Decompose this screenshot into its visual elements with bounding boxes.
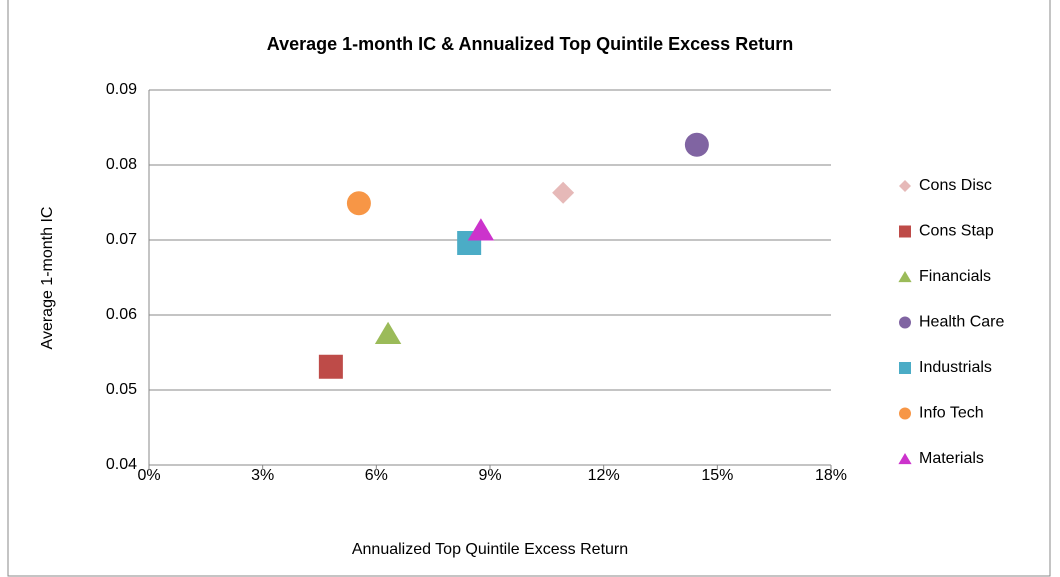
legend-label: Health Care bbox=[919, 314, 1004, 331]
legend-label: Info Tech bbox=[919, 405, 984, 422]
legend-marker bbox=[898, 271, 912, 283]
x-tick-label: 3% bbox=[251, 467, 274, 484]
x-tick-label: 9% bbox=[478, 467, 501, 484]
y-tick-label: 0.06 bbox=[106, 306, 137, 323]
legend-label: Industrials bbox=[919, 359, 992, 376]
legend-marker bbox=[899, 407, 911, 420]
legend-label: Cons Disc bbox=[919, 177, 992, 194]
x-tick-label: 0% bbox=[137, 467, 160, 484]
legend-marker bbox=[899, 316, 911, 329]
x-axis-label: Annualized Top Quintile Excess Return bbox=[352, 541, 628, 558]
legend-marker bbox=[899, 180, 911, 192]
x-tick-label: 18% bbox=[815, 467, 847, 484]
legend-label: Financials bbox=[919, 268, 991, 285]
point bbox=[552, 181, 575, 204]
chart-border bbox=[7, 0, 1051, 577]
point bbox=[346, 191, 371, 216]
y-axis-label: Average 1-month IC bbox=[39, 207, 56, 350]
y-tick-label: 0.08 bbox=[106, 156, 137, 173]
x-tick-label: 15% bbox=[701, 467, 733, 484]
chart-title: Average 1-month IC & Annualized Top Quin… bbox=[267, 34, 793, 54]
legend-marker bbox=[898, 453, 912, 465]
point bbox=[318, 354, 343, 379]
legend-marker bbox=[899, 362, 911, 374]
legend-marker bbox=[899, 225, 911, 238]
legend-label: Cons Stap bbox=[919, 223, 994, 240]
y-tick-label: 0.07 bbox=[106, 231, 137, 248]
point bbox=[374, 321, 402, 344]
y-tick-label: 0.09 bbox=[106, 81, 137, 98]
y-tick-label: 0.05 bbox=[106, 381, 137, 398]
x-tick-label: 6% bbox=[365, 467, 388, 484]
point bbox=[467, 218, 495, 241]
legend-label: Materials bbox=[919, 450, 984, 467]
point bbox=[684, 132, 709, 157]
y-tick-label: 0.04 bbox=[106, 456, 137, 473]
x-tick-label: 12% bbox=[588, 467, 620, 484]
